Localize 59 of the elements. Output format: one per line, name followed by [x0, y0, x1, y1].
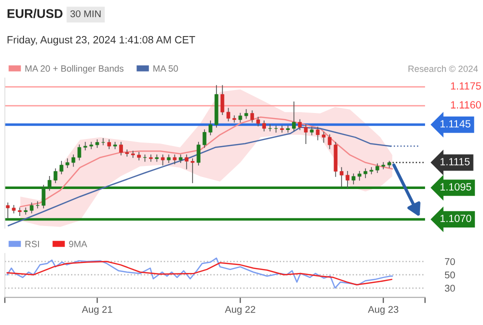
ref-line-label: 1.1070: [440, 214, 472, 222]
candlestick: [119, 142, 123, 156]
candlestick: [268, 124, 272, 132]
candlestick: [72, 154, 76, 167]
candlestick: [346, 170, 350, 188]
candlestick: [143, 154, 147, 162]
candlestick: [328, 134, 332, 150]
y-tick-label: 30: [444, 284, 455, 292]
candlestick: [274, 126, 278, 133]
candlestick: [190, 158, 194, 184]
text: Research © 2024: [408, 65, 478, 72]
candlestick: [220, 85, 224, 116]
ref-line-label: 1.1145: [440, 120, 470, 128]
candlestick: [316, 126, 320, 140]
candlestick: [352, 173, 356, 184]
candlestick: [149, 154, 153, 162]
candlestick: [60, 160, 64, 174]
x-tick-label: Aug 23: [368, 306, 398, 315]
y-tick-label: 70: [444, 258, 455, 266]
candlestick: [202, 129, 206, 148]
candlestick: [286, 126, 290, 133]
candlestick: [160, 154, 165, 166]
y-tick-label: 50: [444, 272, 455, 278]
candlestick: [340, 167, 344, 187]
ref-line-label: 1.1095: [440, 183, 472, 191]
chart-title: EUR/USD: [8, 8, 62, 18]
candlestick: [226, 108, 230, 122]
candlestick: [77, 144, 82, 160]
candlestick: [364, 168, 368, 178]
ref-line-label: 1.1175: [451, 82, 481, 90]
candlestick: [208, 120, 212, 136]
chart-subtitle: Friday, August 23, 2024 1:41:08 AM CET: [8, 36, 196, 46]
candlestick: [280, 126, 284, 133]
candlestick: [304, 124, 308, 144]
candlestick: [292, 102, 296, 132]
legend-label: 9MA: [69, 240, 88, 248]
x-tick-label: Aug 22: [224, 306, 256, 315]
candlestick: [30, 202, 34, 214]
candlestick: [196, 142, 200, 166]
candlestick: [250, 110, 254, 123]
candlestick: [298, 119, 302, 130]
candlestick: [358, 170, 362, 181]
candlestick: [113, 142, 117, 150]
ref-line-label: 1.1115: [440, 158, 470, 166]
candlestick: [131, 150, 135, 158]
x-tick-label: Aug 21: [82, 306, 112, 315]
candlestick: [36, 201, 40, 208]
ref-line-label: 1.1160: [451, 101, 481, 109]
legend-label: MA 50: [153, 65, 178, 72]
candlestick: [184, 154, 188, 170]
candlestick: [125, 150, 129, 157]
candlestick: [54, 168, 58, 184]
candlestick: [322, 132, 326, 143]
legend-label: RSI: [25, 240, 39, 248]
candlestick: [6, 202, 10, 218]
candlestick: [262, 120, 266, 132]
text: 30 MIN: [70, 10, 101, 18]
legend-label: MA 20 + Bollinger Bands: [25, 65, 124, 74]
candlestick: [370, 167, 374, 174]
